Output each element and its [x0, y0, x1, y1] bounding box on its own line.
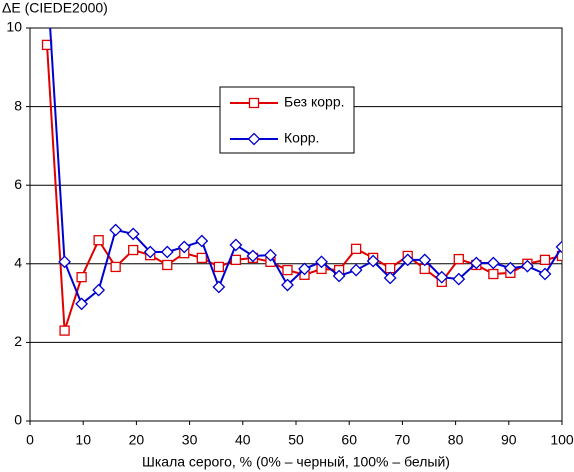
x-tick-label: 10 [75, 432, 91, 448]
point [315, 255, 328, 269]
y-axis-label: ΔE (CIEDE2000) [2, 0, 108, 16]
point [230, 254, 242, 266]
point [555, 240, 562, 254]
point [92, 283, 106, 297]
legend-box [219, 86, 355, 154]
point [521, 259, 534, 273]
point [177, 240, 191, 254]
point [76, 272, 87, 283]
legend-label: Без корр. [284, 94, 345, 110]
x-tick-label: 100 [550, 432, 574, 448]
y-tick-label: 4 [14, 255, 22, 271]
y-tick-label: 8 [14, 97, 22, 113]
point [246, 249, 260, 263]
point [538, 267, 552, 281]
point [486, 256, 500, 270]
point [349, 263, 363, 277]
legend-marker [247, 132, 261, 146]
point [418, 253, 432, 267]
legend-label: Корр. [284, 130, 319, 146]
point [58, 255, 71, 269]
point [488, 268, 499, 280]
point [160, 245, 174, 259]
point [435, 270, 449, 284]
point [282, 264, 293, 276]
y-tick-label: 2 [14, 333, 22, 349]
point [539, 254, 551, 266]
point [195, 234, 209, 248]
point [143, 245, 157, 259]
point [75, 297, 89, 311]
legend-marker [248, 97, 260, 109]
x-tick-label: 50 [288, 432, 304, 448]
point [212, 280, 226, 294]
point [401, 253, 415, 267]
point [453, 253, 464, 265]
point [162, 259, 173, 271]
x-tick-label: 40 [235, 432, 251, 448]
point [281, 278, 294, 292]
y-tick-label: 6 [14, 176, 22, 192]
series-group [41, 28, 562, 336]
point [229, 238, 243, 252]
point [93, 235, 104, 246]
point [196, 252, 207, 264]
point [128, 244, 139, 256]
point [385, 262, 396, 274]
point [110, 261, 121, 273]
point [126, 227, 140, 241]
point [109, 223, 123, 237]
x-tick-label: 60 [341, 432, 357, 448]
plot-border [29, 27, 563, 422]
x-tick-label: 30 [182, 432, 198, 448]
point [503, 261, 517, 275]
x-tick-label: 70 [395, 432, 411, 448]
point [366, 254, 380, 268]
point [264, 248, 277, 262]
point [383, 271, 397, 285]
point [452, 272, 466, 286]
x-tick-label: 0 [26, 432, 34, 448]
point [350, 243, 362, 255]
x-axis-label: Шкала серого, % (0% – черный, 100% – бел… [142, 454, 450, 470]
point [298, 262, 311, 276]
y-tick-label: 0 [14, 412, 22, 428]
x-tick-label: 90 [501, 432, 517, 448]
point [59, 325, 70, 336]
point [332, 269, 346, 283]
x-tick-label: 20 [129, 432, 145, 448]
point [469, 256, 483, 270]
point [213, 261, 225, 273]
x-tick-label: 80 [448, 432, 464, 448]
y-tick-label: 10 [6, 19, 22, 35]
